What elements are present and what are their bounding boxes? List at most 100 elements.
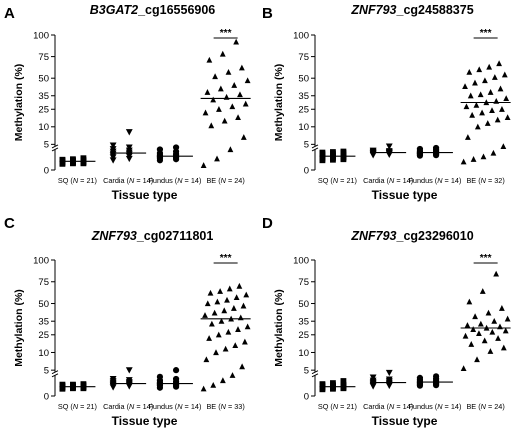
x-tick-count: = 14) (183, 176, 202, 185)
data-point-triangle-up (474, 123, 481, 130)
data-point-triangle-up (241, 338, 248, 345)
y-axis-break-mark (311, 370, 319, 375)
x-tick-n-symbol: N (333, 402, 339, 411)
panel-b: B ZNF793_cg24588375 0 5 10 25 35 50 75 100 Methyla… (262, 3, 511, 202)
x-tick-n-symbol: N (177, 176, 183, 185)
data-point-triangle-up (244, 77, 251, 84)
x-tick-label: Cardia (N = 14) (103, 176, 153, 185)
x-tick-label: Cardia (N = 14) (103, 402, 153, 411)
y-axis-break-mark (51, 147, 59, 152)
data-point-triangle-up (466, 68, 473, 75)
data-point-triangle-up (462, 332, 469, 339)
data-point-triangle-up (482, 77, 488, 84)
y-tick-label: 50 (298, 74, 309, 85)
data-point-circle (156, 146, 164, 153)
x-tick-group: SQ ( (58, 402, 74, 411)
data-point-triangle-up (235, 326, 241, 332)
data-point-square (330, 380, 336, 386)
data-point-triangle-up (499, 106, 505, 112)
data-point-triangle-up (481, 337, 488, 344)
y-tick-label: 10 (38, 122, 49, 133)
y-tick-label: 10 (38, 348, 49, 359)
title-probe: _cg23296010 (396, 229, 474, 243)
data-point-triangle-down (125, 377, 133, 384)
data-point-triangle-up (500, 143, 507, 150)
data-point-triangle-up (229, 103, 236, 110)
y-axis-label: Methylation (%) (273, 289, 285, 367)
data-point-triangle-up (206, 56, 213, 63)
title-probe: _cg24588375 (396, 3, 474, 17)
data-point-triangle-up (473, 102, 480, 108)
data-point-triangle-up (466, 298, 473, 305)
data-point-triangle-up (213, 349, 219, 356)
data-point-square (340, 148, 347, 155)
data-point-triangle-up (470, 326, 477, 332)
data-point-triangle-up (224, 296, 230, 303)
x-tick-n-symbol: N (73, 402, 79, 411)
x-tick-group: Cardia ( (103, 402, 130, 411)
data-point-square (80, 381, 87, 388)
title-gene: ZNF793 (350, 3, 396, 17)
data-point-square (319, 381, 326, 388)
x-tick-label: SQ (N = 21) (58, 176, 97, 185)
x-tick-group: Fundus ( (408, 176, 437, 185)
data-point-triangle-down (385, 143, 393, 150)
x-tick-count: = 14) (394, 402, 413, 411)
data-point-square (59, 156, 66, 163)
x-tick-group: SQ ( (318, 402, 334, 411)
data-point-triangle-down (109, 376, 117, 383)
x-tick-n-symbol: N (73, 176, 79, 185)
x-tick-count: = 32) (486, 176, 505, 185)
x-tick-count: = 21) (78, 176, 97, 185)
data-point-triangle-up (504, 315, 511, 322)
title-gene: B3GAT2 (90, 3, 138, 17)
data-point-triangle-up (218, 318, 225, 324)
y-tick-label: 50 (38, 299, 49, 310)
y-tick-label: 25 (298, 330, 309, 341)
x-tick-count: = 14) (134, 176, 153, 185)
data-point-square (330, 149, 336, 155)
x-tick-group: Cardia ( (103, 176, 130, 185)
data-point-triangle-up (221, 307, 228, 314)
y-tick-label: 25 (38, 105, 49, 116)
y-tick-label: 0 (304, 391, 309, 402)
data-point-triangle-up (225, 328, 232, 335)
data-point-triangle-down (109, 142, 117, 149)
x-tick-label: Cardia (N = 14) (363, 402, 413, 411)
data-point-circle (432, 373, 440, 380)
chart-title: ZNF793_cg02711801 (91, 229, 214, 243)
data-point-circle (432, 144, 440, 152)
data-point-triangle-up (496, 60, 503, 67)
x-tick-n-symbol: N (437, 402, 443, 411)
data-point-triangle-up (491, 318, 498, 324)
data-point-triangle-up (210, 96, 217, 103)
data-point-triangle-up (217, 288, 224, 294)
data-point-circle (172, 144, 180, 151)
x-tick-n-symbol: N (389, 176, 395, 185)
data-point-triangle-up (487, 348, 494, 354)
y-axis-break-mark (311, 373, 319, 378)
data-point-triangle-up (235, 114, 241, 121)
x-tick-group: Fundus ( (408, 402, 437, 411)
data-point-square (70, 156, 76, 163)
x-tick-group: Cardia ( (363, 176, 390, 185)
panel-d: D ZNF793_cg23296010 0 5 10 25 35 50 75 100 Methyla… (262, 215, 511, 428)
y-tick-label: 5 (44, 365, 49, 376)
panel-letter: D (262, 215, 273, 232)
data-point-square (340, 378, 347, 384)
data-point-triangle-up (219, 377, 226, 384)
y-tick-label: 25 (298, 105, 309, 116)
data-point-circle (416, 374, 424, 382)
x-axis-label: Tissue type (112, 414, 178, 428)
y-axis-break-mark (311, 144, 319, 149)
data-point-triangle-up (238, 64, 245, 71)
y-tick-label: 75 (298, 52, 309, 63)
x-tick-count: = 14) (443, 176, 462, 185)
x-tick-count: = 21) (338, 402, 357, 411)
data-point-triangle-up (501, 71, 508, 78)
y-axis-label: Methylation (%) (13, 64, 25, 142)
y-axis-break-mark (51, 370, 59, 375)
data-point-triangle-up (204, 300, 211, 307)
data-point-triangle-up (231, 82, 238, 88)
x-tick-label: SQ (N = 21) (318, 176, 357, 185)
